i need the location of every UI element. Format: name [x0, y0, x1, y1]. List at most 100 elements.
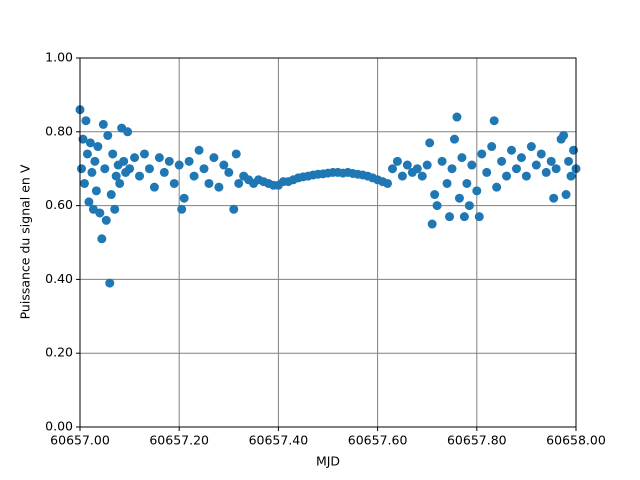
- point: [87, 167, 97, 177]
- point: [231, 149, 241, 159]
- y-tick-label: 0.60: [45, 197, 73, 212]
- point: [383, 178, 393, 188]
- point: [101, 215, 111, 225]
- point: [464, 201, 474, 211]
- point: [462, 178, 472, 188]
- point: [76, 164, 86, 174]
- point: [194, 145, 204, 155]
- x-tick-label: 60657.20: [149, 433, 209, 448]
- point: [449, 134, 459, 144]
- x-axis-label: MJD: [316, 454, 340, 469]
- point: [427, 219, 437, 229]
- x-tick-label: 60657.40: [249, 433, 309, 448]
- point: [502, 171, 512, 181]
- point: [467, 160, 477, 170]
- point: [457, 153, 467, 163]
- point: [425, 138, 435, 148]
- point: [422, 160, 432, 170]
- point: [482, 167, 492, 177]
- point: [497, 156, 507, 166]
- x-tick-label: 60657.00: [50, 433, 110, 448]
- point: [123, 127, 133, 137]
- point: [492, 182, 502, 192]
- point: [78, 134, 88, 144]
- y-tick-label: 0.20: [45, 345, 73, 360]
- point: [454, 193, 464, 203]
- point: [487, 142, 497, 152]
- point: [209, 153, 219, 163]
- point: [91, 186, 101, 196]
- point: [397, 171, 407, 181]
- point: [82, 149, 92, 159]
- point: [93, 142, 103, 152]
- point: [489, 116, 499, 126]
- point: [98, 119, 108, 129]
- point: [430, 190, 440, 200]
- point: [445, 212, 455, 222]
- point: [561, 190, 571, 200]
- point: [541, 167, 551, 177]
- point: [105, 278, 115, 288]
- point: [564, 156, 574, 166]
- point: [526, 142, 536, 152]
- point: [551, 164, 561, 174]
- point: [559, 130, 569, 140]
- point: [103, 130, 113, 140]
- point: [507, 145, 517, 155]
- y-tick-label: 0.80: [45, 123, 73, 138]
- y-tick-label: 0.40: [45, 271, 73, 286]
- point: [392, 156, 402, 166]
- point: [199, 164, 209, 174]
- point: [95, 208, 105, 218]
- point: [219, 160, 229, 170]
- point: [144, 164, 154, 174]
- point: [189, 171, 199, 181]
- point: [184, 156, 194, 166]
- point: [566, 171, 576, 181]
- plot-frame: [79, 57, 577, 428]
- point: [177, 204, 187, 214]
- point: [474, 212, 484, 222]
- point: [432, 201, 442, 211]
- point: [97, 234, 107, 244]
- point: [84, 197, 94, 207]
- point: [169, 178, 179, 188]
- point: [90, 156, 100, 166]
- point: [472, 186, 482, 196]
- point: [85, 138, 95, 148]
- y-tick-label: 1.00: [45, 50, 73, 65]
- point: [179, 193, 189, 203]
- point: [234, 178, 244, 188]
- point: [229, 204, 239, 214]
- point: [402, 160, 412, 170]
- point: [214, 182, 224, 192]
- point: [516, 153, 526, 163]
- point: [106, 190, 116, 200]
- point: [224, 167, 234, 177]
- point: [135, 171, 145, 181]
- point: [521, 171, 531, 181]
- y-axis-label: Puissance du signal en V: [18, 164, 33, 319]
- point: [100, 164, 110, 174]
- point: [546, 156, 556, 166]
- point: [549, 193, 559, 203]
- point: [437, 156, 447, 166]
- point: [447, 164, 457, 174]
- x-tick-label: 60658.00: [546, 433, 606, 448]
- point: [149, 182, 159, 192]
- point: [442, 178, 452, 188]
- point: [159, 167, 169, 177]
- point: [459, 212, 469, 222]
- point: [110, 204, 120, 214]
- y-tick-label: 0.00: [45, 419, 73, 434]
- point: [81, 116, 91, 126]
- point: [125, 164, 135, 174]
- point: [119, 156, 129, 166]
- point: [477, 149, 487, 159]
- point: [412, 164, 422, 174]
- x-tick-label: 60657.80: [447, 433, 507, 448]
- point: [111, 171, 121, 181]
- point: [130, 153, 140, 163]
- point: [511, 164, 521, 174]
- point: [174, 160, 184, 170]
